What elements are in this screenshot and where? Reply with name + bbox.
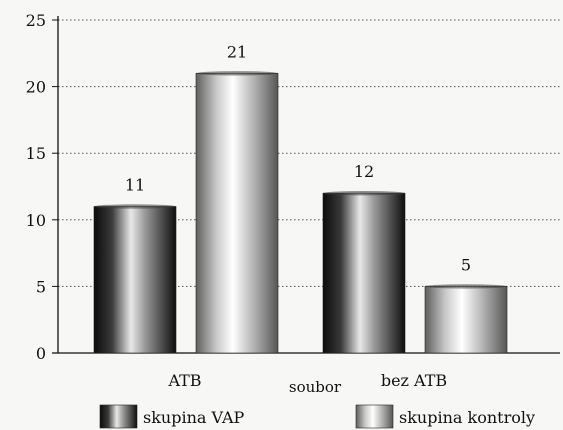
legend-swatch <box>355 404 394 429</box>
labels: 0 5 10 15 20 25 11 21 ATB 12 5 bez ATB soubor <box>26 11 471 396</box>
bar-top-cap <box>94 204 176 209</box>
data-label: 21 <box>227 42 247 61</box>
y-tick-label: 25 <box>26 11 46 30</box>
data-label: 12 <box>354 162 374 181</box>
y-tick-label: 5 <box>36 277 46 296</box>
y-tick-label: 10 <box>26 211 46 230</box>
legend: skupina VAP skupina kontroly <box>99 404 535 429</box>
bar-top-cap <box>323 190 405 196</box>
data-label: 11 <box>125 175 145 194</box>
bar-vap-atb <box>93 206 177 354</box>
bar-top-cap <box>425 284 507 289</box>
y-tick-label: 15 <box>26 144 46 163</box>
y-tick-label: 0 <box>36 344 46 363</box>
legend-swatch <box>99 404 138 429</box>
legend-label: skupina kontroly <box>399 408 535 427</box>
x-category-label: bez ATB <box>381 371 447 390</box>
x-axis-title: soubor <box>289 378 342 396</box>
data-label: 5 <box>461 255 471 274</box>
x-category-label: ATB <box>167 371 201 390</box>
bar-kontroly-atb <box>195 72 279 354</box>
legend-label: skupina VAP <box>143 408 245 427</box>
y-tick-label: 20 <box>26 78 46 97</box>
bars <box>93 71 508 354</box>
bar-vap-bez-atb <box>322 192 406 354</box>
bar-kontroly-bez-atb <box>424 286 508 354</box>
bar-top-cap <box>196 71 278 76</box>
